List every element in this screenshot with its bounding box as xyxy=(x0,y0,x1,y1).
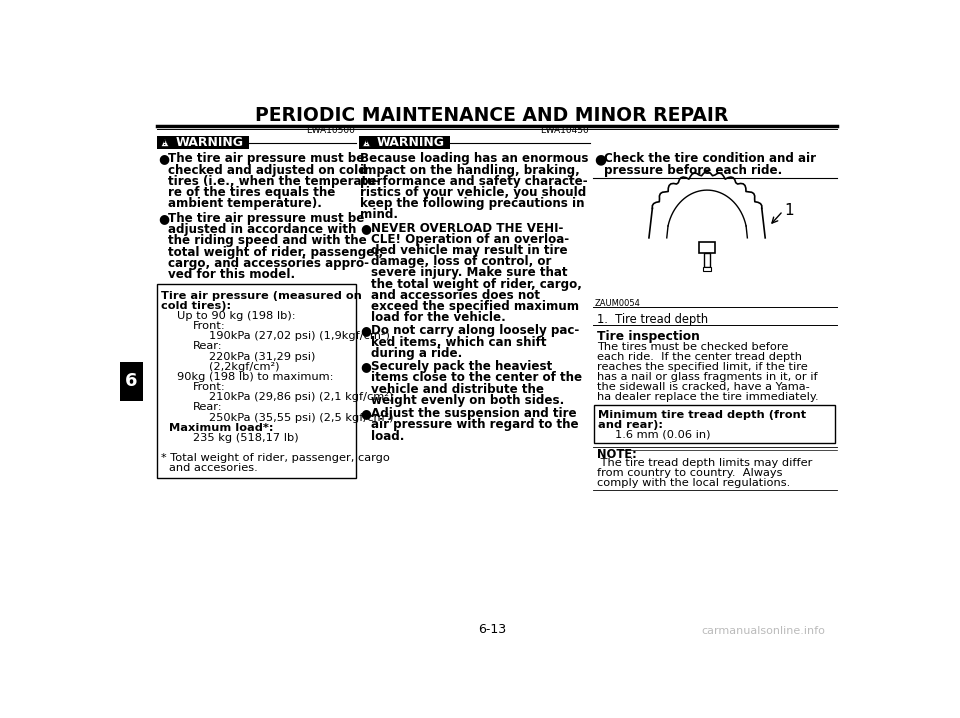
Bar xyxy=(703,267,711,271)
Text: ●: ● xyxy=(360,407,372,420)
FancyBboxPatch shape xyxy=(359,136,450,149)
Text: NOTE:: NOTE: xyxy=(596,448,636,461)
Text: EWA10450: EWA10450 xyxy=(540,126,588,135)
Text: 1: 1 xyxy=(784,203,794,218)
Text: reaches the specified limit, if the tire: reaches the specified limit, if the tire xyxy=(596,362,807,372)
Text: impact on the handling, braking,: impact on the handling, braking, xyxy=(360,164,580,177)
Text: PERIODIC MAINTENANCE AND MINOR REPAIR: PERIODIC MAINTENANCE AND MINOR REPAIR xyxy=(255,106,729,125)
Text: Adjust the suspension and tire: Adjust the suspension and tire xyxy=(372,407,577,420)
Text: and rear):: and rear): xyxy=(598,419,663,429)
Text: the riding speed and with the: the riding speed and with the xyxy=(168,234,367,248)
Text: during a ride.: during a ride. xyxy=(372,347,463,360)
Text: (2,2kgf/cm²): (2,2kgf/cm²) xyxy=(209,362,280,372)
Text: The tire tread depth limits may differ: The tire tread depth limits may differ xyxy=(596,458,812,468)
Text: Front:: Front: xyxy=(193,382,226,392)
Text: mind.: mind. xyxy=(360,208,398,221)
Text: The tires must be checked before: The tires must be checked before xyxy=(596,342,788,352)
Text: weight evenly on both sides.: weight evenly on both sides. xyxy=(372,393,564,407)
Text: ristics of your vehicle, you should: ristics of your vehicle, you should xyxy=(360,186,587,199)
Text: air pressure with regard to the: air pressure with regard to the xyxy=(372,419,579,432)
Text: cargo, and accessories appro-: cargo, and accessories appro- xyxy=(168,257,369,270)
Text: checked and adjusted on cold: checked and adjusted on cold xyxy=(168,164,367,177)
Text: ded vehicle may result in tire: ded vehicle may result in tire xyxy=(372,244,567,257)
FancyBboxPatch shape xyxy=(594,405,835,443)
FancyBboxPatch shape xyxy=(157,284,355,478)
Polygon shape xyxy=(363,139,371,146)
Text: 1.  Tire tread depth: 1. Tire tread depth xyxy=(596,312,708,325)
Text: !: ! xyxy=(163,140,167,146)
Text: exceed the specified maximum: exceed the specified maximum xyxy=(372,300,579,313)
Text: the sidewall is cracked, have a Yama-: the sidewall is cracked, have a Yama- xyxy=(596,382,809,392)
Text: !: ! xyxy=(365,140,368,146)
Text: ●: ● xyxy=(360,222,372,235)
Text: tires (i.e., when the temperatu-: tires (i.e., when the temperatu- xyxy=(168,174,380,187)
Text: Up to 90 kg (198 lb):: Up to 90 kg (198 lb): xyxy=(178,311,296,321)
Text: load.: load. xyxy=(372,429,404,442)
Text: ked items, which can shift: ked items, which can shift xyxy=(372,335,546,349)
Text: vehicle and distribute the: vehicle and distribute the xyxy=(372,383,544,396)
Text: has a nail or glass fragments in it, or if: has a nail or glass fragments in it, or … xyxy=(596,372,817,382)
Text: ●: ● xyxy=(158,152,170,165)
Text: Do not carry along loosely pac-: Do not carry along loosely pac- xyxy=(372,325,579,337)
Text: Maximum load*:: Maximum load*: xyxy=(169,423,274,433)
Text: The tire air pressure must be: The tire air pressure must be xyxy=(168,152,365,165)
Text: from country to country.  Always: from country to country. Always xyxy=(596,468,782,478)
Text: pressure before each ride.: pressure before each ride. xyxy=(605,164,782,177)
Text: the total weight of rider, cargo,: the total weight of rider, cargo, xyxy=(372,277,582,291)
Text: 235 kg (518,17 lb): 235 kg (518,17 lb) xyxy=(193,433,299,443)
Text: performance and safety characte-: performance and safety characte- xyxy=(360,174,588,187)
FancyBboxPatch shape xyxy=(120,362,143,401)
Text: WARNING: WARNING xyxy=(376,136,444,149)
Text: 6: 6 xyxy=(126,373,138,391)
Text: Minimum tire tread depth (front: Minimum tire tread depth (front xyxy=(598,409,806,419)
Polygon shape xyxy=(161,139,169,146)
Text: The tire air pressure must be: The tire air pressure must be xyxy=(168,212,365,225)
Text: each ride.  If the center tread depth: each ride. If the center tread depth xyxy=(596,352,802,362)
Text: ●: ● xyxy=(158,212,170,225)
Text: 210kPa (29,86 psi) (2,1 kgf/cm²): 210kPa (29,86 psi) (2,1 kgf/cm²) xyxy=(209,392,394,402)
Text: comply with the local regulations.: comply with the local regulations. xyxy=(596,478,790,488)
Text: Tire air pressure (measured on: Tire air pressure (measured on xyxy=(161,291,362,301)
Text: * Total weight of rider, passenger, cargo: * Total weight of rider, passenger, carg… xyxy=(161,453,390,463)
Text: severe injury. Make sure that: severe injury. Make sure that xyxy=(372,266,567,279)
Text: EWA10500: EWA10500 xyxy=(306,126,355,135)
Text: load for the vehicle.: load for the vehicle. xyxy=(372,311,506,324)
Text: 250kPa (35,55 psi) (2,5 kgf/cm²): 250kPa (35,55 psi) (2,5 kgf/cm²) xyxy=(209,413,394,423)
Text: 6-13: 6-13 xyxy=(478,623,506,636)
Text: Front:: Front: xyxy=(193,321,226,331)
Text: keep the following precautions in: keep the following precautions in xyxy=(360,197,585,210)
Text: and accessories does not: and accessories does not xyxy=(372,289,540,302)
Text: Rear:: Rear: xyxy=(193,342,223,351)
Text: Rear:: Rear: xyxy=(193,402,223,412)
Text: 90kg (198 lb) to maximum:: 90kg (198 lb) to maximum: xyxy=(178,372,334,382)
Text: CLE! Operation of an overloa-: CLE! Operation of an overloa- xyxy=(372,233,569,246)
Text: Check the tire condition and air: Check the tire condition and air xyxy=(605,152,816,165)
Text: ●: ● xyxy=(360,360,372,373)
Text: ●: ● xyxy=(594,152,607,167)
Text: items close to the center of the: items close to the center of the xyxy=(372,371,582,384)
Text: NEVER OVERLOAD THE VEHI-: NEVER OVERLOAD THE VEHI- xyxy=(372,222,564,235)
Text: and accesories.: and accesories. xyxy=(169,463,258,473)
Text: total weight of rider, passenger,: total weight of rider, passenger, xyxy=(168,246,383,258)
FancyBboxPatch shape xyxy=(157,136,249,149)
Text: damage, loss of control, or: damage, loss of control, or xyxy=(372,255,551,269)
Text: re of the tires equals the: re of the tires equals the xyxy=(168,186,335,199)
Text: adjusted in accordance with: adjusted in accordance with xyxy=(168,223,356,236)
Text: 1.6 mm (0.06 in): 1.6 mm (0.06 in) xyxy=(615,429,710,439)
Bar xyxy=(704,253,710,267)
Text: Because loading has an enormous: Because loading has an enormous xyxy=(360,152,588,165)
Text: ved for this model.: ved for this model. xyxy=(168,268,295,281)
Text: ZAUM0054: ZAUM0054 xyxy=(595,299,641,309)
Text: Securely pack the heaviest: Securely pack the heaviest xyxy=(372,360,552,373)
Text: ambient temperature).: ambient temperature). xyxy=(168,197,322,210)
Text: carmanualsonline.info: carmanualsonline.info xyxy=(702,626,826,636)
Text: WARNING: WARNING xyxy=(175,136,243,149)
Text: Tire inspection: Tire inspection xyxy=(596,330,700,343)
Bar xyxy=(699,242,715,253)
Text: ●: ● xyxy=(360,325,372,337)
Text: 220kPa (31,29 psi): 220kPa (31,29 psi) xyxy=(209,352,316,362)
Text: cold tires):: cold tires): xyxy=(161,301,231,311)
Text: 190kPa (27,02 psi) (1,9kgf/cm²): 190kPa (27,02 psi) (1,9kgf/cm²) xyxy=(209,331,391,341)
Text: ha dealer replace the tire immediately.: ha dealer replace the tire immediately. xyxy=(596,392,818,402)
